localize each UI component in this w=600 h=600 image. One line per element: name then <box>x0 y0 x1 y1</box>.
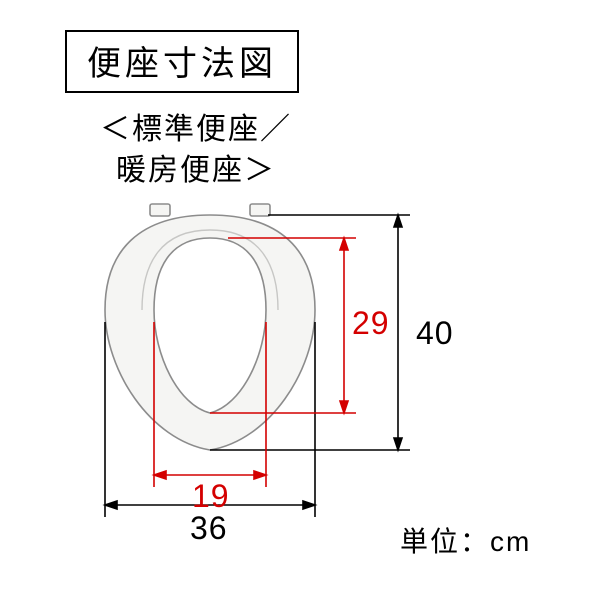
diagram-canvas: 便座寸法図 ＜標準便座／ 暖房便座＞ <box>0 0 600 600</box>
unit-label: 単位：cm <box>400 520 531 560</box>
outer-width-value: 36 <box>190 510 228 547</box>
dimension-drawing <box>0 0 600 600</box>
outer-height-value: 40 <box>416 315 454 352</box>
inner-height-value: 29 <box>352 305 390 342</box>
